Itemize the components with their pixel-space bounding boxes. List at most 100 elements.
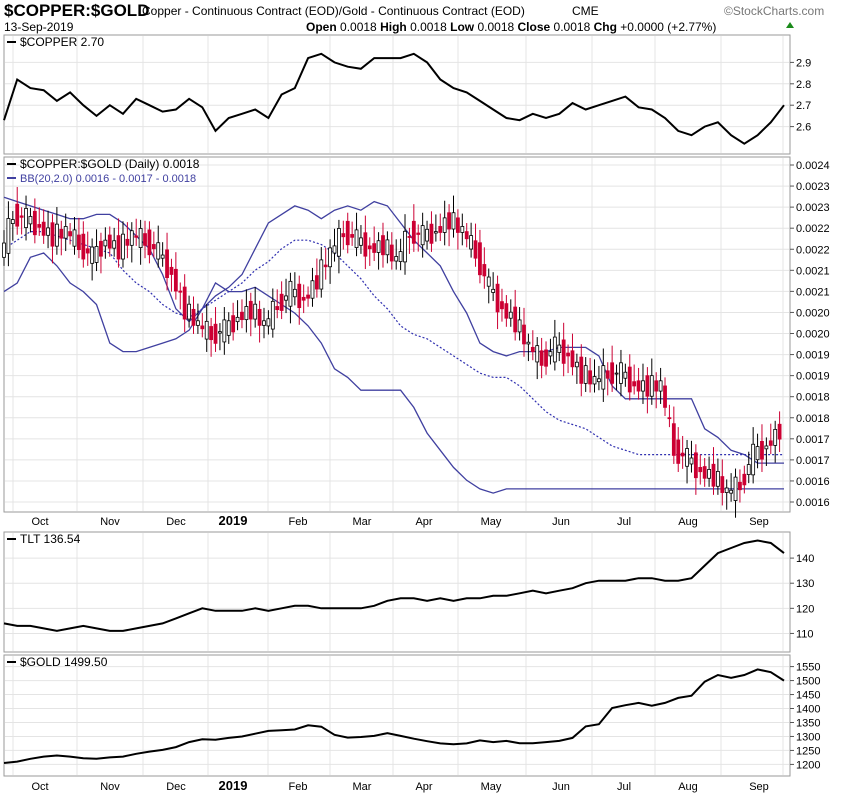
- candle-down: [15, 203, 20, 227]
- open-value: 0.0018: [340, 20, 377, 34]
- x-tick-label: May: [481, 781, 502, 793]
- y-tick-label: 0.0021: [796, 265, 830, 277]
- candle-down: [381, 235, 385, 256]
- candle-up: [292, 288, 297, 298]
- y-tick-label: 0.0023: [796, 202, 830, 214]
- candle-down: [742, 473, 747, 486]
- legend-label: $COPPER 2.70: [20, 35, 104, 49]
- y-tick-label: 1200: [796, 759, 820, 771]
- candle-up: [751, 443, 756, 476]
- candle-up: [442, 217, 447, 233]
- candle-down: [165, 249, 169, 279]
- candle-up: [218, 331, 222, 334]
- candle-up: [486, 276, 491, 287]
- candle-up: [574, 361, 579, 368]
- y-tick-label: 0.0016: [796, 497, 830, 509]
- candle-down: [116, 235, 121, 260]
- candle-up: [685, 448, 689, 467]
- panel-frame: [3, 34, 791, 155]
- candle-down: [363, 232, 368, 257]
- candle-up: [2, 242, 6, 258]
- candle-up: [156, 242, 161, 260]
- candle-down: [768, 440, 773, 446]
- candle-down: [579, 356, 584, 384]
- candle-down: [473, 240, 478, 259]
- y-tick-label: 1300: [796, 731, 820, 743]
- y-tick-label: 0.0019: [796, 350, 830, 362]
- candle-down: [539, 350, 544, 366]
- candle-down: [416, 232, 421, 235]
- candle-up: [46, 227, 50, 236]
- candle-down: [275, 306, 280, 311]
- candle-down: [200, 325, 205, 330]
- candle-down: [738, 481, 742, 491]
- candle-up: [597, 378, 601, 383]
- candle-up: [319, 259, 324, 290]
- candle-down: [671, 423, 676, 456]
- candle-down: [169, 266, 174, 275]
- y-tick-label: 0.0024: [796, 160, 830, 172]
- x-tick-label: Nov: [100, 781, 120, 793]
- candle-up: [649, 375, 654, 397]
- candle-up: [724, 487, 729, 493]
- candle-down: [209, 326, 214, 341]
- close-value: 0.0018: [554, 20, 591, 34]
- candle-up: [54, 223, 59, 247]
- candle-down: [314, 275, 319, 290]
- candle-down: [341, 233, 346, 238]
- x-tick-label: Aug: [678, 516, 698, 528]
- candle-down: [182, 286, 187, 320]
- candle-up: [517, 319, 522, 333]
- y-tick-label: 0.0019: [796, 371, 830, 383]
- candle-down: [438, 226, 443, 233]
- candle-up: [403, 230, 407, 263]
- candle-up: [755, 446, 760, 461]
- candle-up: [658, 380, 663, 392]
- y-tick-label: 2.6: [796, 122, 811, 134]
- candle-up: [328, 247, 333, 268]
- x-tick-label: Jul: [617, 516, 631, 528]
- candle-down: [301, 296, 306, 301]
- chart-symbol: $COPPER:$GOLD: [4, 1, 149, 20]
- y-tick-label: 0.0020: [796, 329, 830, 341]
- candle-down: [213, 323, 218, 344]
- candle-down: [522, 324, 526, 345]
- candle-down: [495, 283, 500, 313]
- candle-up: [94, 246, 99, 263]
- candle-up: [310, 280, 315, 299]
- candle-down: [676, 439, 681, 464]
- candle-down: [178, 290, 183, 293]
- candle-down: [777, 423, 782, 440]
- high-value: 0.0018: [410, 20, 447, 34]
- candle-up: [337, 228, 341, 257]
- ohlc-readout: Open 0.0018 High 0.0018 Low 0.0018 Close…: [306, 20, 716, 34]
- x-tick-label: Jun: [552, 781, 570, 793]
- bb-legend-label: BB(20,2.0) 0.0016 - 0.0017 - 0.0018: [20, 173, 196, 185]
- candle-down: [570, 350, 575, 368]
- y-tick-label: 0.0021: [796, 286, 830, 298]
- candle-down: [636, 380, 641, 392]
- legend-label: TLT 136.54: [20, 532, 81, 546]
- candle-down: [297, 283, 302, 309]
- candle-down: [711, 463, 716, 487]
- candle-down: [544, 349, 548, 367]
- candle-down: [500, 301, 504, 310]
- candle-down: [698, 467, 703, 473]
- candle-down: [610, 362, 615, 384]
- candle-up: [614, 372, 619, 375]
- candle-up: [63, 226, 68, 239]
- candle-down: [654, 380, 659, 392]
- candle-up: [376, 240, 381, 253]
- tlt-price-line: [3, 539, 785, 632]
- candle-down: [350, 234, 355, 238]
- y-tick-label: 0.0017: [796, 455, 830, 467]
- candle-up: [535, 345, 540, 363]
- candle-up: [398, 251, 403, 263]
- candle-down: [720, 476, 725, 493]
- candle-up: [552, 336, 557, 363]
- y-tick-label: 0.0018: [796, 392, 830, 404]
- x-tick-label: Aug: [678, 781, 698, 793]
- chart-date: 13-Sep-2019: [4, 20, 74, 34]
- legend-label: $COPPER:$GOLD (Daily) 0.0018: [20, 157, 200, 171]
